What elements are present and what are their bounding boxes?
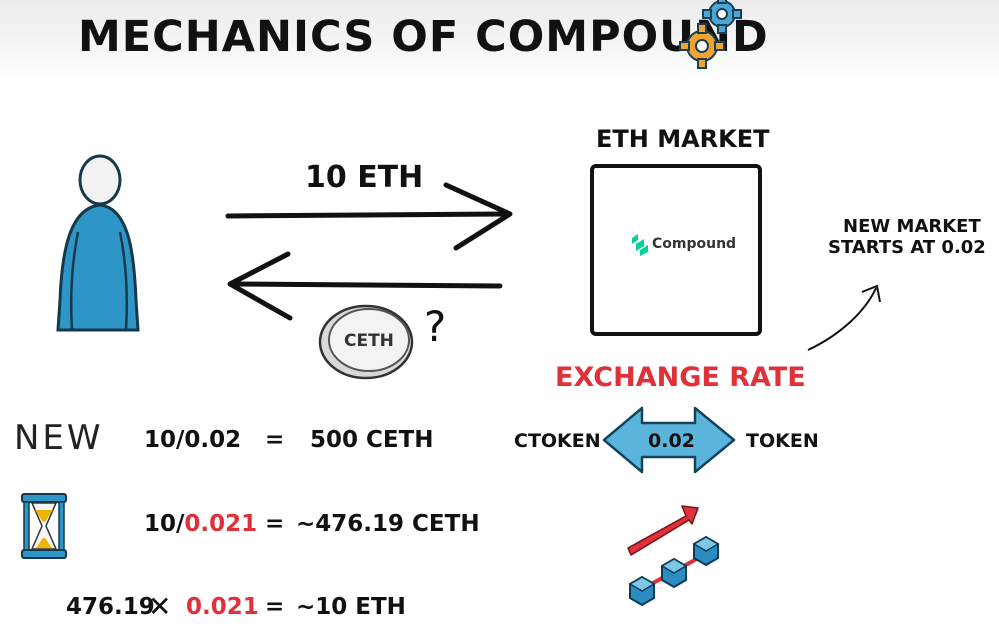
row1-a: 10 xyxy=(144,427,177,453)
row3-result: ~10 ETH xyxy=(296,594,406,620)
return-arrow xyxy=(227,251,503,321)
exchange-rate-heading: EXCHANGE RATE xyxy=(555,362,806,393)
row2-equals: = xyxy=(265,511,285,537)
gears-icon xyxy=(679,0,742,69)
row2-a: 10 xyxy=(144,511,177,537)
ctoken-label: CTOKEN xyxy=(514,430,601,452)
row2-op: / xyxy=(176,511,185,537)
ceth-coin-icon xyxy=(318,304,414,380)
row1-equals: = xyxy=(265,427,285,453)
blockchain-growth-icon xyxy=(627,505,720,607)
title-band xyxy=(0,0,999,78)
compound-logo-text: Compound xyxy=(652,236,737,252)
deposit-amount-label: 10 ETH xyxy=(305,160,424,195)
note-arrow xyxy=(807,284,881,351)
market-heading: ETH MARKET xyxy=(596,125,770,153)
new-label: NEW xyxy=(14,418,104,458)
row2-calc: 10/0.021 xyxy=(144,511,257,537)
hourglass-icon xyxy=(21,493,67,559)
exchange-double-arrow xyxy=(602,406,736,474)
compound-logo-icon xyxy=(632,234,648,256)
question-mark: ? xyxy=(424,302,447,351)
note-line-1: NEW MARKET xyxy=(843,216,981,237)
row2-b: 0.021 xyxy=(184,511,258,537)
row1-op: / xyxy=(176,427,185,453)
row2-result: ~476.19 CETH xyxy=(296,511,480,537)
row3-equals: = xyxy=(265,594,285,620)
eth-market-box xyxy=(590,164,762,336)
row3-a: 476.19 xyxy=(66,594,155,620)
person-icon xyxy=(56,154,140,332)
note-line-2: STARTS AT 0.02 xyxy=(828,237,986,258)
row1-b: 0.02 xyxy=(184,427,242,453)
row3-b: 0.021 xyxy=(186,594,259,620)
deposit-arrow xyxy=(225,182,513,251)
row1-calc: 10/0.02 xyxy=(144,427,241,453)
new-market-note: NEW MARKET STARTS AT 0.02 xyxy=(828,216,986,258)
coin-label: CETH xyxy=(344,331,394,351)
row3-op: ✕ xyxy=(148,590,172,623)
exchange-rate-value: 0.02 xyxy=(648,430,695,452)
token-label: TOKEN xyxy=(746,430,819,452)
row1-result: 500 CETH xyxy=(310,427,434,453)
page-title: MECHANICS OF COMPOUND xyxy=(78,12,769,62)
